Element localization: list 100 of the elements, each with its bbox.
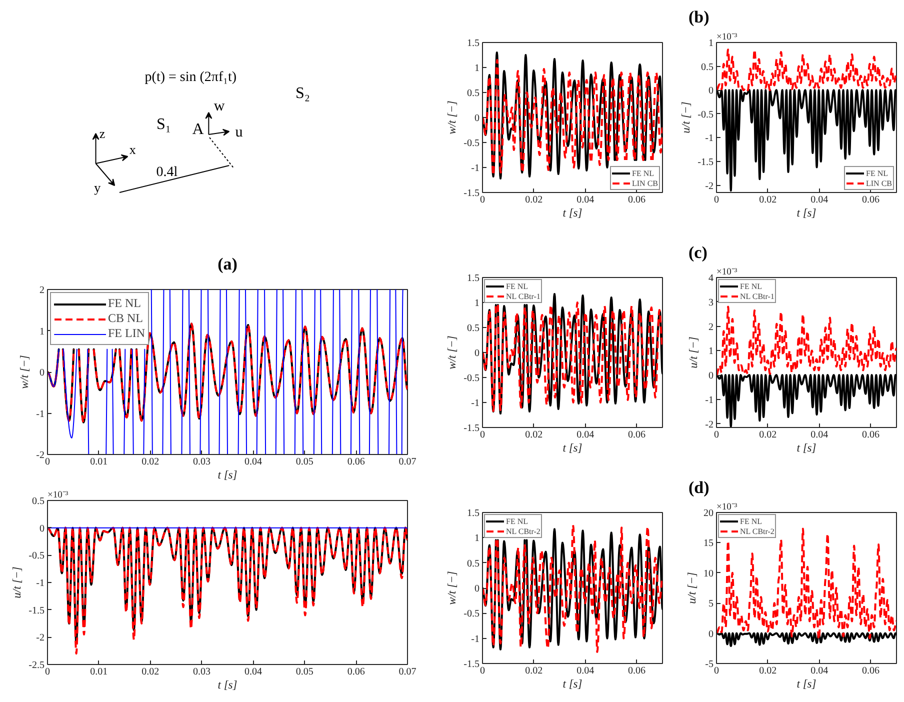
x-tick-label: 0.07 [398,456,416,468]
y-tick-label: 1 [708,38,714,49]
y-tick-label: -2 [705,180,714,192]
x-tick-label: 0.02 [525,194,543,206]
y-tick-label: 0.5 [701,62,714,73]
legend-label: FE NL [632,168,654,178]
y-tick-label: 3 [708,297,714,308]
y-tick-label: -1 [705,133,714,144]
y-tick-label: 0 [708,86,714,97]
y-tick-label: 0 [708,628,714,640]
y-axis-title: w/t [−] [446,100,459,134]
y-tick-label: 1 [708,346,714,358]
y-tick-label: -1 [705,394,714,406]
chart-title: (c) [688,243,708,262]
annotation: ×10⁻³ [716,268,738,278]
y-tick-label: -0.5 [28,550,45,562]
y-tick-label: -2 [36,450,45,461]
y-tick-label: 20 [704,508,714,519]
legend-label: LIN CB [632,178,658,188]
legend-label: NL CBtr-1 [506,291,540,301]
legend-label: FE LIN [108,326,145,341]
x-tick-label: 0.04 [576,666,594,676]
annotation: ×10⁻³ [48,490,68,500]
x-axis-title: t [s] [218,680,238,692]
x-tick-label: 0.06 [862,666,880,676]
text: w [214,98,225,114]
legend-label: FE NL [866,168,888,178]
y-tick-label: 5 [708,598,714,610]
x-tick-label: 0.02 [525,430,543,440]
x-tick-label: 0.02 [142,666,160,678]
x-tick-label: 0.02 [142,456,160,468]
y-tick-label: -0.5 [464,608,480,620]
y-tick-label: 1.5 [467,273,480,284]
text: S₁ [156,116,171,133]
y-axis-title: u/t [−] [12,566,24,598]
text: y [94,180,102,195]
y-tick-label: 0.5 [467,558,480,570]
legend-label: FE NL [740,281,762,291]
y-tick-label: 0 [474,348,480,359]
x-tick-label: 0.04 [244,456,262,468]
y-tick-label: 15 [704,538,714,550]
x-axis-title: t [s] [218,470,238,482]
x-tick-label: 0.07 [398,666,416,678]
text: x [129,142,136,157]
x-tick-label: 0.02 [759,430,777,440]
y-tick-label: 0 [474,113,480,124]
y-tick-label: 0 [40,523,44,534]
x-tick-label: 0.04 [576,430,594,440]
x-tick-label: 0.03 [193,456,211,468]
legend-label: FE NL [506,516,528,526]
y-tick-label: -1 [36,408,45,420]
x-axis-title: t [s] [562,678,582,690]
x-axis-title: t [s] [562,208,582,220]
y-axis-title: w/t [−] [446,336,459,370]
y-tick-label: 0 [40,368,44,378]
x-tick-label: 0.05 [296,666,314,678]
chart-title: (d) [688,478,710,497]
chart-title: (a) [218,254,238,274]
y-tick-label: 0 [474,584,480,594]
y-axis-title: u/t [−] [686,572,698,604]
y-tick-label: 10 [704,568,714,580]
y-tick-label: -1.5 [28,605,45,616]
text: z [99,126,106,141]
x-tick-label: 0.03 [193,666,211,678]
y-tick-label: -0.5 [464,138,480,149]
y-tick-label: -2 [36,632,45,644]
y-tick-label: 0.5 [467,88,480,99]
x-tick-label: 0.06 [347,456,365,468]
y-tick-label: -1 [471,634,480,645]
y-tick-label: -1.5 [464,423,480,434]
y-tick-label: 0.5 [467,323,480,334]
y-tick-label: 1 [474,533,480,544]
legend-label: NL CBtr-2 [506,526,540,536]
text: u [235,124,244,140]
y-axis-title: u/t [−] [680,102,693,134]
legend-label: CB NL [108,311,144,326]
x-axis-title: t [s] [796,678,816,690]
y-tick-label: -1.5 [698,157,714,168]
annotation: ×10⁻³ [716,502,738,512]
text: 0.4l [156,165,178,180]
x-tick-label: 0.02 [759,194,777,206]
y-tick-label: 0.5 [32,496,44,507]
x-tick-label: 0.02 [525,666,543,676]
y-tick-label: -5 [705,659,714,670]
legend-label: NL CBtr-2 [740,526,774,536]
chart-title: (b) [688,8,710,26]
x-tick-label: 0.01 [90,456,108,468]
text: A [192,121,204,138]
y-tick-label: -0.5 [698,109,714,120]
y-tick-label: -2 [705,419,714,430]
y-axis-title: w/t [−] [446,571,459,605]
y-axis-title: w/t [−] [19,355,32,389]
y-tick-label: 1.5 [467,508,480,519]
x-axis-title: t [s] [562,442,582,454]
x-tick-label: 0.06 [347,666,365,678]
x-axis-title: t [s] [796,208,816,220]
x-tick-label: 0.06 [628,430,646,440]
y-tick-label: 1 [474,63,480,74]
x-axis-title: t [s] [796,442,816,454]
y-tick-label: 1 [40,326,44,338]
